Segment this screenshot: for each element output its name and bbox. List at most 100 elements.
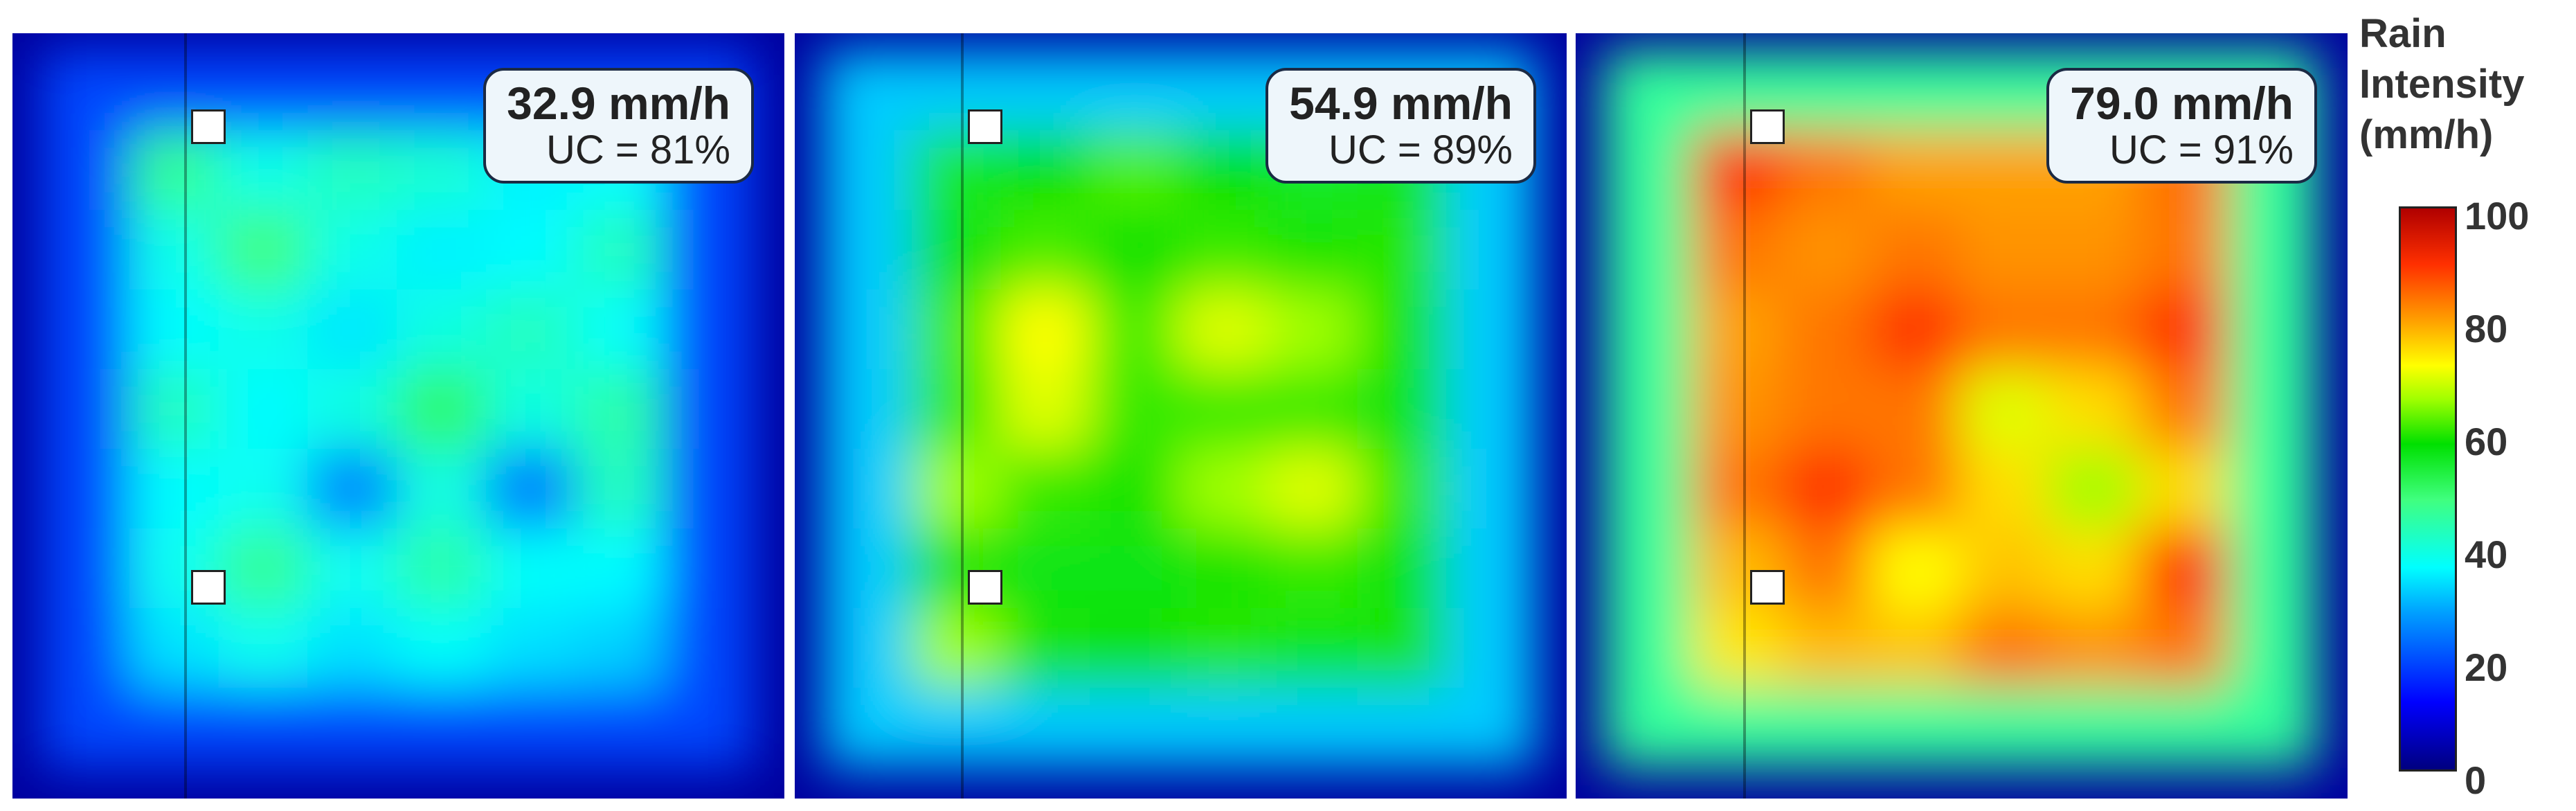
heatmap-cell	[575, 688, 665, 768]
heatmap-cell	[1781, 289, 1872, 370]
heatmap-cell	[2048, 210, 2139, 290]
heatmap-cell	[1871, 688, 1961, 768]
heatmap-cell	[2048, 449, 2139, 529]
heatmap-cell	[1179, 51, 1269, 131]
sensor-marker-top	[968, 109, 1002, 144]
heatmap-cell	[1090, 130, 1180, 211]
heatmap-cell	[397, 688, 487, 768]
heatmap-cell	[2138, 210, 2228, 290]
heatmap-cell	[1357, 210, 1448, 290]
heatmap-cell	[40, 289, 130, 370]
heatmap-cell	[2227, 369, 2318, 449]
heatmap-cell	[822, 51, 912, 131]
heatmap-cell	[664, 210, 755, 290]
heatmap-cell	[1446, 369, 1537, 449]
heatmap-cell	[1871, 528, 1961, 609]
heatmap-cell	[129, 210, 219, 290]
heatmap-cell	[1960, 528, 2050, 609]
heatmap-cell	[129, 369, 219, 449]
intensity-label-box: 79.0 mm/h UC = 91%	[2046, 68, 2317, 184]
heatmap-cell	[307, 608, 398, 688]
heatmap-cell	[1090, 289, 1180, 370]
heatmap-cell	[1268, 289, 1358, 370]
heatmap-panel-2: 54.9 mm/h UC = 89%	[795, 33, 1567, 799]
heatmap-cell	[2048, 289, 2139, 370]
heatmap-cell	[1446, 688, 1537, 768]
heatmap-cell	[1781, 688, 1872, 768]
heatmap-cell	[1090, 51, 1180, 131]
heatmap-cell	[2227, 449, 2318, 529]
heatmap-cell	[397, 449, 487, 529]
heatmap-cell	[1871, 369, 1961, 449]
heatmap-cell	[911, 369, 1002, 449]
heatmap-cell	[1692, 289, 1783, 370]
intensity-value: 54.9 mm/h	[1289, 78, 1513, 129]
heatmap-cell	[1000, 528, 1091, 609]
heatmap-cell	[1179, 289, 1269, 370]
heatmap-cell	[1960, 289, 2050, 370]
heatmap-cell	[1692, 449, 1783, 529]
heatmap-cell	[2048, 688, 2139, 768]
heatmap-cell	[1692, 369, 1783, 449]
heatmap-cell	[397, 130, 487, 211]
heatmap-cell	[1960, 210, 2050, 290]
heatmap-cell	[2138, 688, 2228, 768]
heatmap-cell	[485, 608, 576, 688]
heatmap-cell	[1000, 608, 1091, 688]
heatmap-cell	[1871, 608, 1961, 688]
heatmap-cell	[307, 210, 398, 290]
heatmap-cell	[40, 130, 130, 211]
heatmap-cell	[218, 289, 309, 370]
heatmap-cell	[664, 449, 755, 529]
heatmap-cell	[1179, 369, 1269, 449]
colorbar-tick: 100	[2465, 194, 2530, 238]
heatmap-cell	[1090, 608, 1180, 688]
heatmap-cell	[1357, 528, 1448, 609]
sensor-marker-bottom	[968, 570, 1002, 605]
heatmap-cell	[397, 289, 487, 370]
heatmap-cell	[1268, 369, 1358, 449]
heatmap-cell	[40, 51, 130, 131]
panel-seam-line	[1743, 33, 1746, 799]
heatmap-cell	[575, 449, 665, 529]
heatmap-cell	[129, 688, 219, 768]
heatmap-cell	[1781, 369, 1872, 449]
heatmap-cell	[218, 210, 309, 290]
heatmap-cells	[822, 51, 1537, 768]
heatmap-cell	[1446, 289, 1537, 370]
heatmap-cell	[1781, 608, 1872, 688]
heatmap-cell	[1871, 449, 1961, 529]
heatmap-cell	[1960, 608, 2050, 688]
heatmap-cell	[1603, 51, 1693, 131]
heatmap-cell	[1179, 449, 1269, 529]
heatmap-cell	[129, 289, 219, 370]
heatmap-cell	[1603, 449, 1693, 529]
heatmap-cell	[1090, 688, 1180, 768]
heatmap-cell	[307, 449, 398, 529]
heatmap-cell	[1090, 528, 1180, 609]
heatmap-cell	[575, 289, 665, 370]
intensity-value: 79.0 mm/h	[2070, 78, 2294, 129]
heatmap-cell	[1179, 528, 1269, 609]
heatmap-cell	[2138, 369, 2228, 449]
intensity-value: 32.9 mm/h	[507, 78, 730, 129]
heatmap-cell	[485, 369, 576, 449]
colorbar-tick: 60	[2465, 420, 2508, 463]
sensor-marker-bottom	[1750, 570, 1785, 605]
heatmap-cell	[911, 608, 1002, 688]
heatmap-cell	[1603, 688, 1693, 768]
heatmap-cell	[40, 210, 130, 290]
heatmap-cell	[1960, 369, 2050, 449]
heatmap-cell	[1357, 608, 1448, 688]
heatmap-cell	[397, 210, 487, 290]
heatmap-cell	[2138, 608, 2228, 688]
heatmap-cell	[485, 210, 576, 290]
heatmap-cell	[1960, 449, 2050, 529]
heatmap-cell	[1179, 130, 1269, 211]
heatmap-cell	[218, 528, 309, 609]
heatmap-cell	[1603, 608, 1693, 688]
heatmap-cell	[1090, 449, 1180, 529]
heatmap-cell	[822, 210, 912, 290]
intensity-label-box: 54.9 mm/h UC = 89%	[1266, 68, 1536, 184]
heatmap-cell	[40, 528, 130, 609]
